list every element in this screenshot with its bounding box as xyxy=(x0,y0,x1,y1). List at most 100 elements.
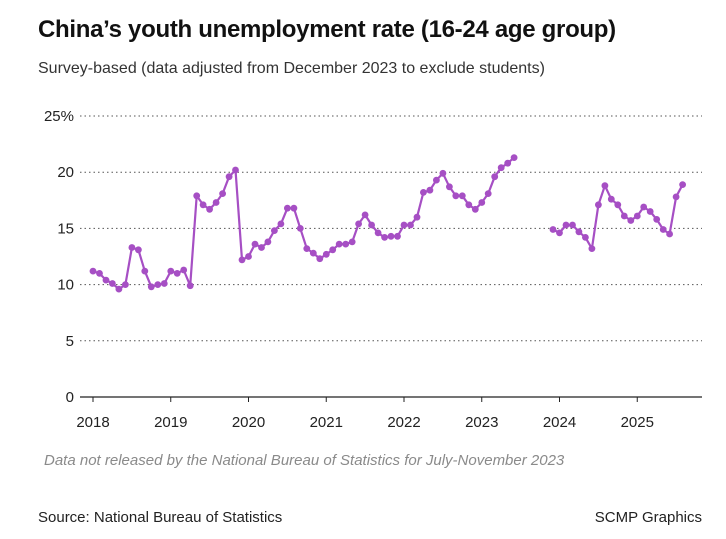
data-point xyxy=(335,240,343,248)
data-point xyxy=(497,164,505,172)
data-point xyxy=(562,221,570,229)
x-tick-label: 2024 xyxy=(543,414,576,431)
x-tick-label: 2021 xyxy=(310,414,343,431)
data-point xyxy=(478,199,486,206)
data-point xyxy=(122,281,129,288)
data-point xyxy=(173,270,181,277)
data-point xyxy=(225,173,233,181)
x-tick-label: 2023 xyxy=(465,414,498,431)
data-point xyxy=(556,229,563,237)
y-tick-label: 10 xyxy=(57,277,74,294)
data-point xyxy=(387,232,395,240)
data-point xyxy=(659,226,667,233)
data-point xyxy=(109,280,116,287)
data-point xyxy=(420,189,427,196)
data-point xyxy=(439,169,447,177)
y-tick-label: 0 xyxy=(66,389,74,406)
data-point xyxy=(549,226,557,233)
data-point xyxy=(627,217,635,224)
x-tick-label: 2025 xyxy=(621,414,654,431)
data-point xyxy=(582,234,589,241)
data-point xyxy=(271,227,278,235)
data-point xyxy=(355,220,362,228)
data-point xyxy=(245,253,252,260)
data-point xyxy=(296,225,304,232)
data-point xyxy=(89,267,97,275)
data-point xyxy=(452,192,460,200)
chart-subtitle: Survey-based (data adjusted from Decembe… xyxy=(38,60,545,77)
series-line xyxy=(92,156,515,291)
data-point xyxy=(303,245,311,253)
data-point xyxy=(154,281,162,288)
data-point xyxy=(96,270,103,277)
data-point xyxy=(115,285,123,293)
data-point xyxy=(471,205,479,213)
data-point xyxy=(646,208,654,215)
data-point xyxy=(504,159,512,167)
data-point xyxy=(193,192,201,200)
data-point xyxy=(102,276,110,284)
x-tick-label: 2018 xyxy=(76,414,109,431)
data-point xyxy=(614,201,622,209)
data-point xyxy=(620,212,628,220)
data-point xyxy=(258,244,265,251)
series-line xyxy=(552,184,684,250)
data-point xyxy=(569,221,576,229)
chart-title: China’s youth unemployment rate (16-24 a… xyxy=(38,16,616,43)
data-point xyxy=(329,246,337,254)
data-point xyxy=(361,211,369,219)
data-point xyxy=(484,190,492,198)
data-point xyxy=(394,232,401,240)
data-point xyxy=(446,183,453,191)
data-point xyxy=(264,238,272,246)
data-point xyxy=(640,203,648,211)
data-point xyxy=(186,282,194,290)
x-tick-label: 2019 xyxy=(154,414,187,431)
data-point xyxy=(595,201,602,209)
x-tick-label: 2022 xyxy=(387,414,420,431)
data-point xyxy=(290,204,298,212)
data-point xyxy=(433,176,440,184)
data-point xyxy=(465,201,473,209)
data-point xyxy=(141,267,149,275)
data-point xyxy=(212,199,220,206)
data-point xyxy=(232,166,239,174)
data-point xyxy=(588,245,596,253)
data-point xyxy=(407,221,414,229)
data-point xyxy=(284,204,291,212)
data-point xyxy=(368,221,375,229)
data-point xyxy=(277,220,285,228)
data-point xyxy=(238,256,246,264)
data-gap-note: Data not released by the National Bureau… xyxy=(44,452,565,469)
data-point xyxy=(342,240,350,248)
data-point xyxy=(426,186,434,194)
source-label: Source: National Bureau of Statistics xyxy=(38,509,283,526)
data-point xyxy=(199,201,207,209)
data-point xyxy=(666,230,673,238)
data-point xyxy=(135,246,142,254)
data-point xyxy=(679,181,686,189)
data-point xyxy=(575,228,583,236)
data-point xyxy=(322,250,330,258)
data-point xyxy=(458,192,466,200)
data-point xyxy=(167,267,175,275)
y-tick-label: 15 xyxy=(57,220,74,237)
data-point xyxy=(653,216,661,223)
y-tick-label: 25% xyxy=(44,108,74,125)
credit-label: SCMP Graphics xyxy=(594,509,702,526)
data-point xyxy=(510,154,518,162)
data-point xyxy=(251,240,259,248)
data-point xyxy=(128,244,136,251)
data-point xyxy=(491,173,499,181)
data-point xyxy=(180,266,188,274)
data-point xyxy=(413,213,421,221)
data-point xyxy=(348,238,356,246)
data-point xyxy=(381,234,388,241)
x-tick-label: 2020 xyxy=(232,414,265,431)
data-point xyxy=(400,221,408,229)
data-point xyxy=(316,255,324,263)
data-point xyxy=(607,195,615,203)
data-point xyxy=(672,193,680,201)
data-point xyxy=(147,283,155,291)
